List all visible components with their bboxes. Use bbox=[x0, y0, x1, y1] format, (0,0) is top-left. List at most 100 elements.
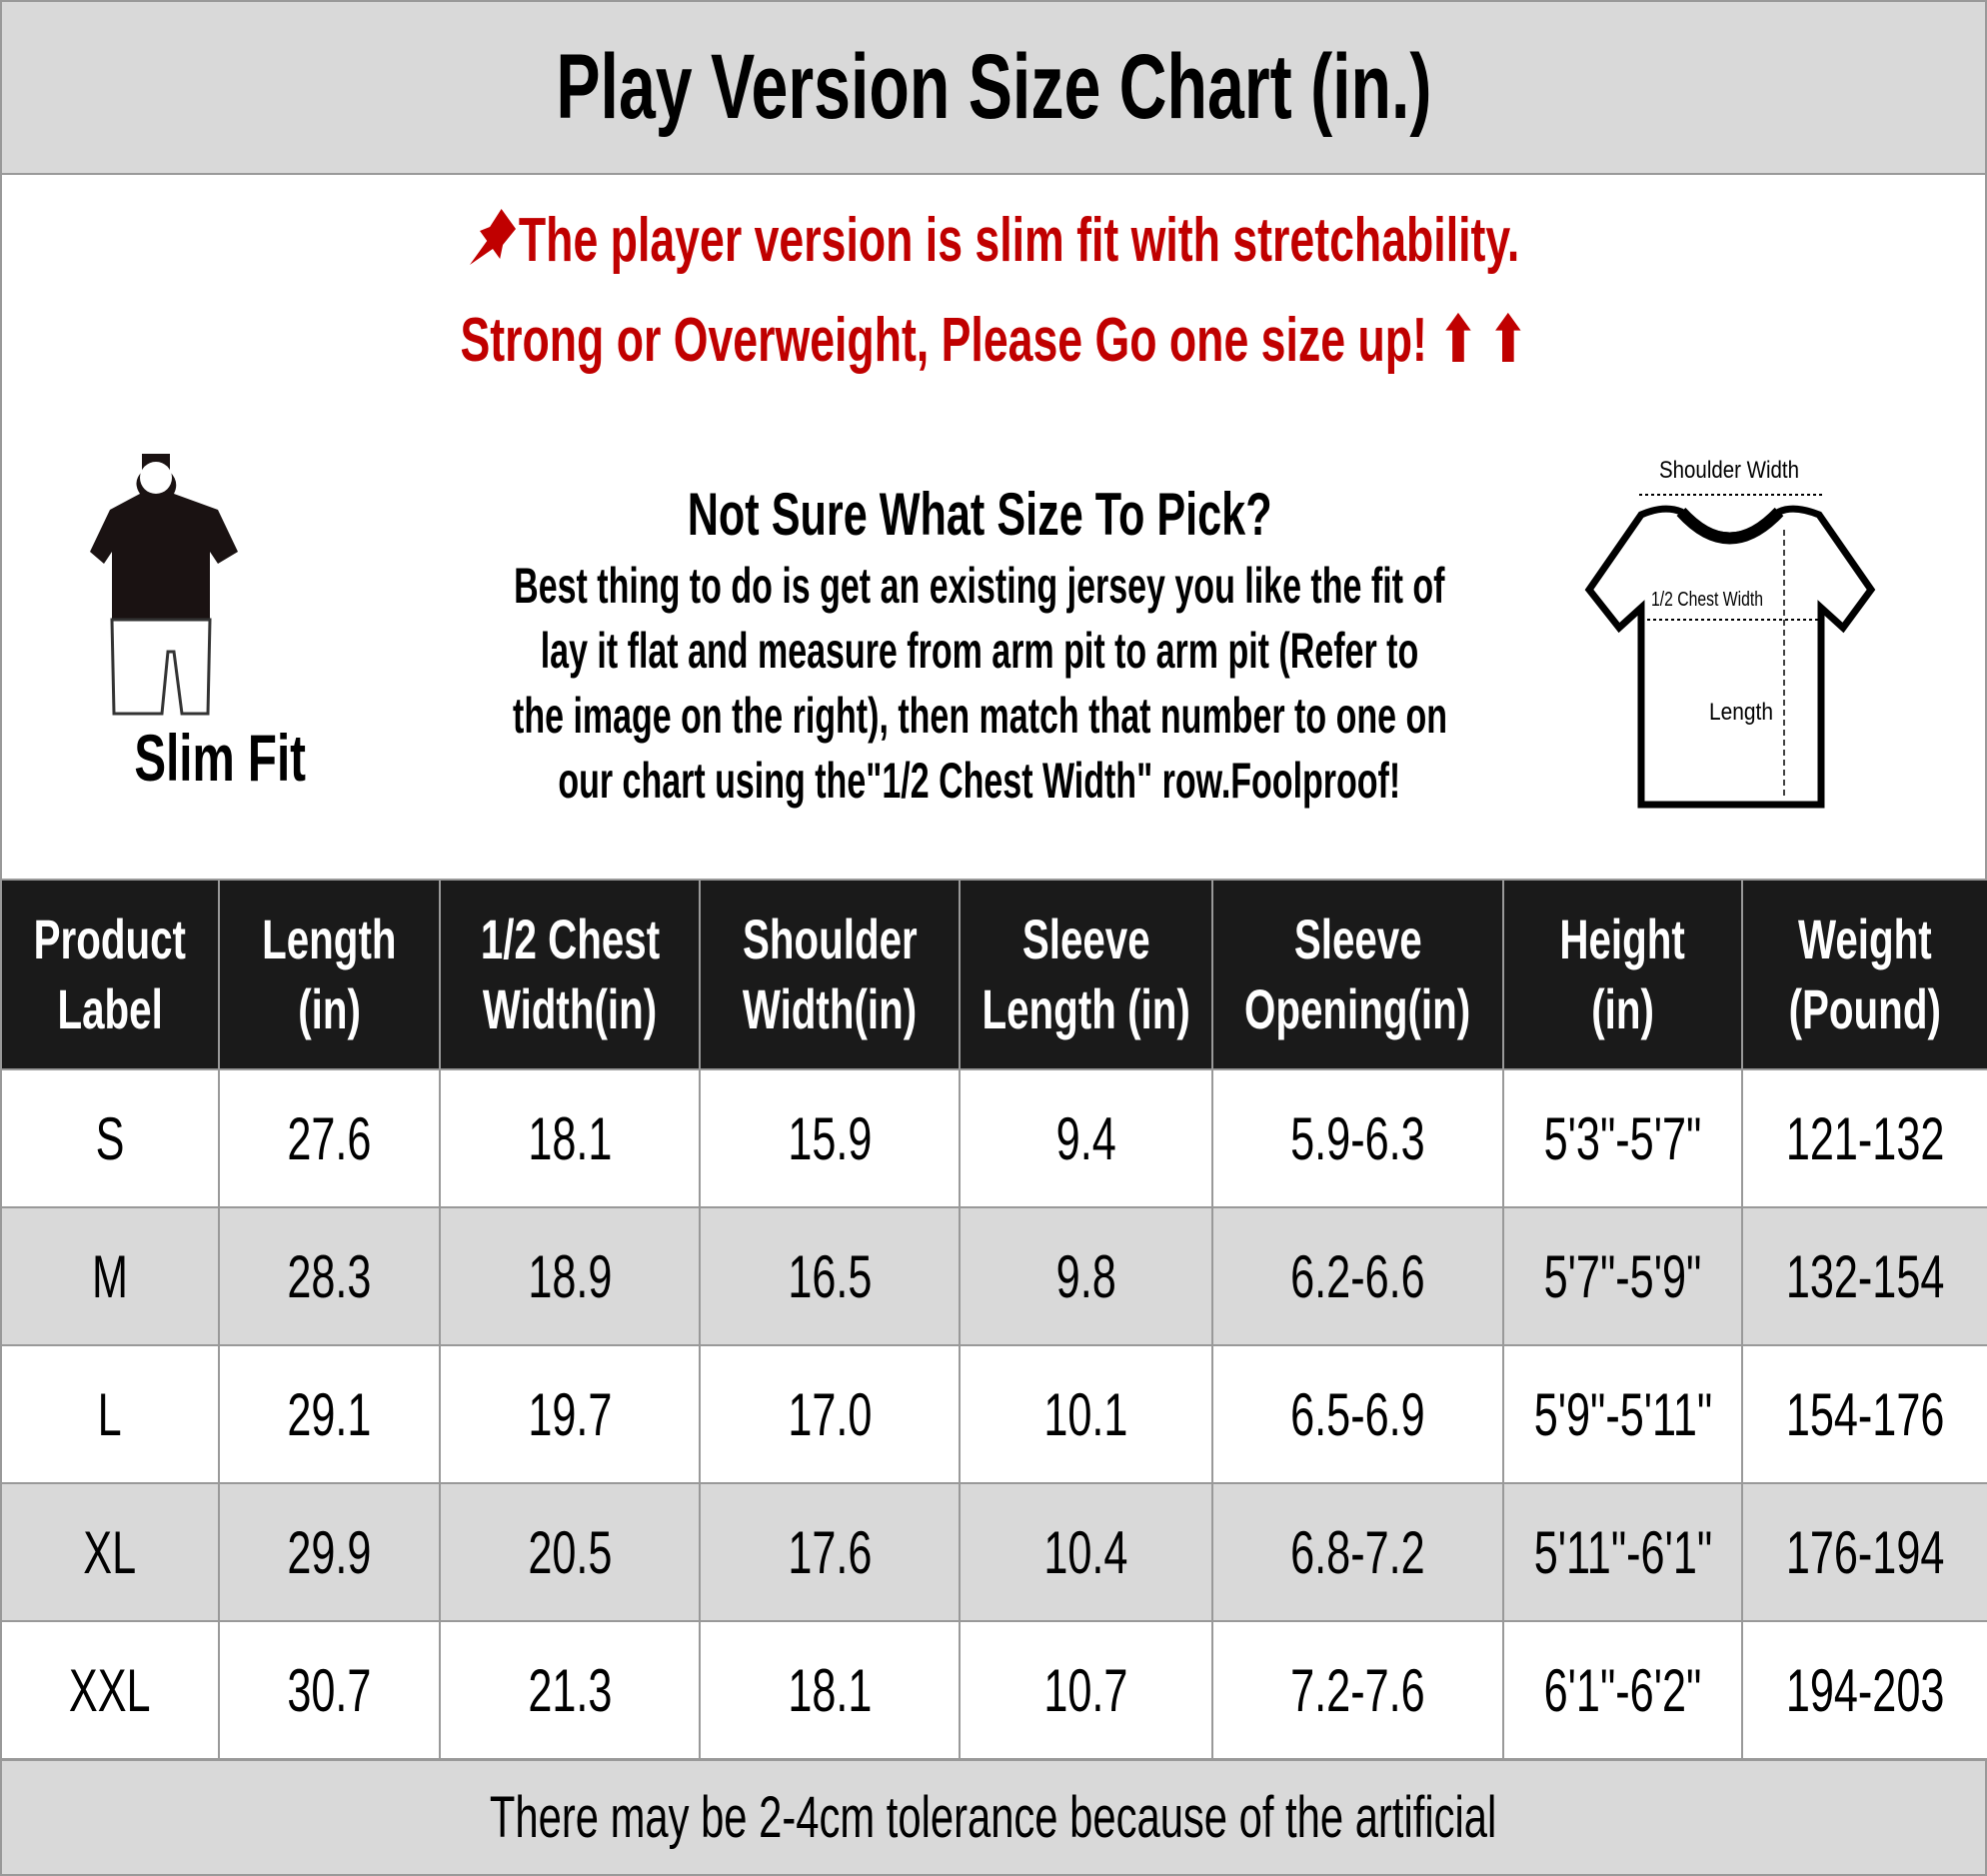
table-row: XXL 30.7 21.3 18.1 10.7 7.2-7.6 6'1"-6'2" 194-2… bbox=[0, 1620, 1987, 1760]
info-section bbox=[0, 175, 1987, 880]
guide-heading: Not Sure What Size To Pick? bbox=[687, 481, 1272, 548]
table-cell: L bbox=[0, 1344, 220, 1484]
cell-value: 10.7 bbox=[1043, 1656, 1128, 1724]
slim-fit-label: Slim Fit bbox=[134, 721, 306, 795]
diagram-chest-label: 1/2 Chest Width bbox=[1651, 589, 1763, 611]
column-header-line: 1/2 Chest bbox=[480, 908, 660, 970]
column-header-line: Weight bbox=[1798, 908, 1932, 970]
table-cell: 27.6 bbox=[218, 1068, 441, 1208]
size-guide: Not Sure What Size To Pick? Best thing t… bbox=[500, 480, 1459, 814]
cell-value: 9.8 bbox=[1055, 1242, 1116, 1310]
cell-value: 7.2-7.6 bbox=[1290, 1656, 1425, 1724]
table-cell: XXL bbox=[0, 1620, 220, 1760]
cell-value: 29.1 bbox=[287, 1380, 372, 1448]
title-band: Play Version Size Chart (in.) bbox=[0, 0, 1987, 175]
table-cell: 17.6 bbox=[699, 1482, 961, 1622]
table-cell: 29.9 bbox=[218, 1482, 441, 1622]
table-cell: M bbox=[0, 1206, 220, 1346]
page-title: Play Version Size Chart (in.) bbox=[555, 36, 1432, 138]
table-cell: 176-194 bbox=[1741, 1482, 1987, 1622]
cell-value: S bbox=[95, 1104, 125, 1172]
cell-value: 5'9"-5'11" bbox=[1533, 1380, 1712, 1448]
table-cell: 9.4 bbox=[959, 1068, 1213, 1208]
column-header-line: Height bbox=[1559, 908, 1686, 970]
column-header-line: Length bbox=[262, 908, 397, 970]
cell-value: XL bbox=[83, 1518, 137, 1586]
table-cell: 20.5 bbox=[439, 1482, 701, 1622]
column-header-line: Width(in) bbox=[742, 977, 918, 1040]
cell-value: 18.1 bbox=[787, 1656, 873, 1724]
cell-value: 20.5 bbox=[527, 1518, 613, 1586]
table-cell: 6.5-6.9 bbox=[1211, 1344, 1504, 1484]
column-header-line: Sleeve bbox=[1021, 908, 1150, 970]
guide-line: Best thing to do is get an existing jers… bbox=[514, 558, 1445, 614]
cell-value: XXL bbox=[69, 1656, 151, 1724]
cell-value: 154-176 bbox=[1785, 1380, 1945, 1448]
table-cell: 7.2-7.6 bbox=[1211, 1620, 1504, 1760]
cell-value: 132-154 bbox=[1785, 1242, 1945, 1310]
table-header-row: Product Label Length (in) 1/2 Chest Width(in)… bbox=[0, 879, 1987, 1070]
column-header-line: Length (in) bbox=[982, 977, 1190, 1040]
table-row: S 27.6 18.1 15.9 9.4 5.9-6.3 5'3"-5'7" 121-132 bbox=[0, 1068, 1987, 1208]
table-cell: 5'9"-5'11" bbox=[1502, 1344, 1743, 1484]
table-cell: 19.7 bbox=[439, 1344, 701, 1484]
cell-value: 27.6 bbox=[287, 1104, 372, 1172]
table-cell: 10.1 bbox=[959, 1344, 1213, 1484]
table-cell: 121-132 bbox=[1741, 1068, 1987, 1208]
table-cell: 5'11"-6'1" bbox=[1502, 1482, 1743, 1622]
cell-value: 6'1"-6'2" bbox=[1543, 1656, 1702, 1724]
column-header-line: (in) bbox=[1591, 977, 1654, 1040]
guide-line: the image on the right), then match that… bbox=[512, 688, 1447, 744]
table-cell: 9.8 bbox=[959, 1206, 1213, 1346]
table-cell: 132-154 bbox=[1741, 1206, 1987, 1346]
cell-value: 5'3"-5'7" bbox=[1543, 1104, 1702, 1172]
table-cell: 29.1 bbox=[218, 1344, 441, 1484]
table-cell: 5'3"-5'7" bbox=[1502, 1068, 1743, 1208]
measurement-diagram: Shoulder Width 1/2 Chest Width Length bbox=[1584, 457, 1876, 809]
table-cell: 6'1"-6'2" bbox=[1502, 1620, 1743, 1760]
column-header-line: Opening(in) bbox=[1244, 977, 1471, 1040]
table-cell: 6.8-7.2 bbox=[1211, 1482, 1504, 1622]
cell-value: 5'7"-5'9" bbox=[1543, 1242, 1702, 1310]
column-header-line: Width(in) bbox=[482, 977, 658, 1040]
cell-value: 6.8-7.2 bbox=[1290, 1518, 1425, 1586]
column-header: Sleeve Length (in) bbox=[959, 879, 1213, 1070]
notice-line-2: Strong or Overweight, Please Go one size… bbox=[460, 306, 1527, 375]
cell-value: 17.0 bbox=[787, 1380, 873, 1448]
guide-line: lay it flat and measure from arm pit to … bbox=[540, 623, 1419, 679]
size-table: Product Label Length (in) 1/2 Chest Width(in)… bbox=[0, 879, 1987, 1760]
cell-value: 5'11"-6'1" bbox=[1533, 1518, 1712, 1586]
column-header-line: Label bbox=[57, 977, 163, 1040]
table-cell: 5'7"-5'9" bbox=[1502, 1206, 1743, 1346]
pushpin-icon bbox=[469, 209, 516, 265]
table-cell: 16.5 bbox=[699, 1206, 961, 1346]
cell-value: 6.2-6.6 bbox=[1290, 1242, 1425, 1310]
guide-line: our chart using the"1/2 Chest Width" row… bbox=[558, 753, 1401, 809]
cell-value: 194-203 bbox=[1785, 1656, 1945, 1724]
table-cell: 10.7 bbox=[959, 1620, 1213, 1760]
column-header-line: Shoulder bbox=[742, 908, 918, 970]
table-cell: 194-203 bbox=[1741, 1620, 1987, 1760]
diagram-length-label: Length bbox=[1709, 699, 1773, 726]
table-cell: 21.3 bbox=[439, 1620, 701, 1760]
footer-text: There may be 2-4cm tolerance because of … bbox=[490, 1785, 1497, 1850]
cell-value: 28.3 bbox=[287, 1242, 372, 1310]
cell-value: L bbox=[97, 1380, 123, 1448]
column-header: 1/2 Chest Width(in) bbox=[439, 879, 701, 1070]
table-row: M 28.3 18.9 16.5 9.8 6.2-6.6 5'7"-5'9" 132-154 bbox=[0, 1206, 1987, 1346]
table-cell: 6.2-6.6 bbox=[1211, 1206, 1504, 1346]
table-row: L 29.1 19.7 17.0 10.1 6.5-6.9 5'9"-5'11" 154-17… bbox=[0, 1344, 1987, 1484]
cell-value: 18.9 bbox=[527, 1242, 613, 1310]
cell-value: 18.1 bbox=[527, 1104, 613, 1172]
table-cell: 17.0 bbox=[699, 1344, 961, 1484]
cell-value: 29.9 bbox=[287, 1518, 372, 1586]
table-cell: 10.4 bbox=[959, 1482, 1213, 1622]
column-header-line: Product bbox=[33, 908, 187, 970]
cell-value: 176-194 bbox=[1785, 1518, 1945, 1586]
cell-value: 16.5 bbox=[787, 1242, 873, 1310]
cell-value: 121-132 bbox=[1785, 1104, 1945, 1172]
column-header: Length (in) bbox=[218, 879, 441, 1070]
footer-note: There may be 2-4cm tolerance because of … bbox=[0, 1759, 1987, 1876]
column-header: Shoulder Width(in) bbox=[699, 879, 961, 1070]
cell-value: 6.5-6.9 bbox=[1290, 1380, 1425, 1448]
